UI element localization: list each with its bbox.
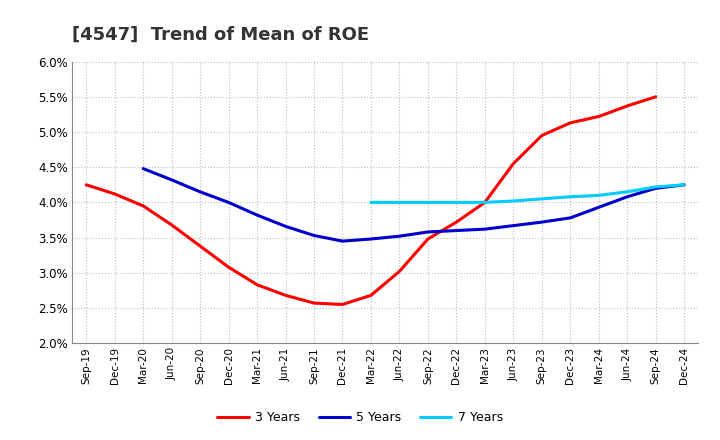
- 7 Years: [423, 200, 432, 205]
- 5 Years: [139, 166, 148, 171]
- 5 Years: [595, 205, 603, 210]
- 5 Years: [225, 200, 233, 205]
- 3 Years: [110, 191, 119, 197]
- 3 Years: [310, 301, 318, 306]
- 7 Years: [566, 194, 575, 199]
- 5 Years: [480, 227, 489, 232]
- 7 Years: [680, 182, 688, 187]
- 7 Years: [652, 184, 660, 190]
- 3 Years: [452, 220, 461, 225]
- 5 Years: [680, 182, 688, 187]
- 3 Years: [652, 94, 660, 99]
- 7 Years: [480, 200, 489, 205]
- 5 Years: [509, 223, 518, 228]
- 7 Years: [623, 189, 631, 194]
- 5 Years: [423, 229, 432, 235]
- 3 Years: [253, 282, 261, 287]
- 5 Years: [310, 233, 318, 238]
- 3 Years: [566, 120, 575, 125]
- 5 Years: [395, 234, 404, 239]
- 5 Years: [537, 220, 546, 225]
- Text: [4547]  Trend of Mean of ROE: [4547] Trend of Mean of ROE: [72, 26, 369, 44]
- 7 Years: [509, 198, 518, 204]
- 5 Years: [366, 236, 375, 242]
- 3 Years: [82, 182, 91, 187]
- 5 Years: [566, 215, 575, 220]
- 7 Years: [395, 200, 404, 205]
- Legend: 3 Years, 5 Years, 7 Years: 3 Years, 5 Years, 7 Years: [212, 407, 508, 429]
- 5 Years: [196, 189, 204, 194]
- 3 Years: [167, 222, 176, 227]
- 3 Years: [225, 264, 233, 270]
- 3 Years: [423, 236, 432, 242]
- 7 Years: [537, 196, 546, 202]
- 3 Years: [537, 133, 546, 138]
- Line: 5 Years: 5 Years: [143, 169, 684, 241]
- Line: 3 Years: 3 Years: [86, 97, 656, 304]
- 3 Years: [395, 269, 404, 274]
- 3 Years: [366, 293, 375, 298]
- 7 Years: [452, 200, 461, 205]
- 5 Years: [652, 186, 660, 191]
- 7 Years: [366, 200, 375, 205]
- 3 Years: [480, 200, 489, 205]
- 3 Years: [623, 103, 631, 109]
- 3 Years: [282, 293, 290, 298]
- 5 Years: [282, 224, 290, 229]
- 5 Years: [623, 194, 631, 199]
- Line: 7 Years: 7 Years: [371, 185, 684, 202]
- 5 Years: [452, 228, 461, 233]
- 3 Years: [595, 114, 603, 119]
- 5 Years: [167, 177, 176, 183]
- 3 Years: [509, 161, 518, 166]
- 5 Years: [253, 213, 261, 218]
- 5 Years: [338, 238, 347, 244]
- 7 Years: [595, 193, 603, 198]
- 3 Years: [196, 243, 204, 249]
- 3 Years: [139, 203, 148, 209]
- 3 Years: [338, 302, 347, 307]
